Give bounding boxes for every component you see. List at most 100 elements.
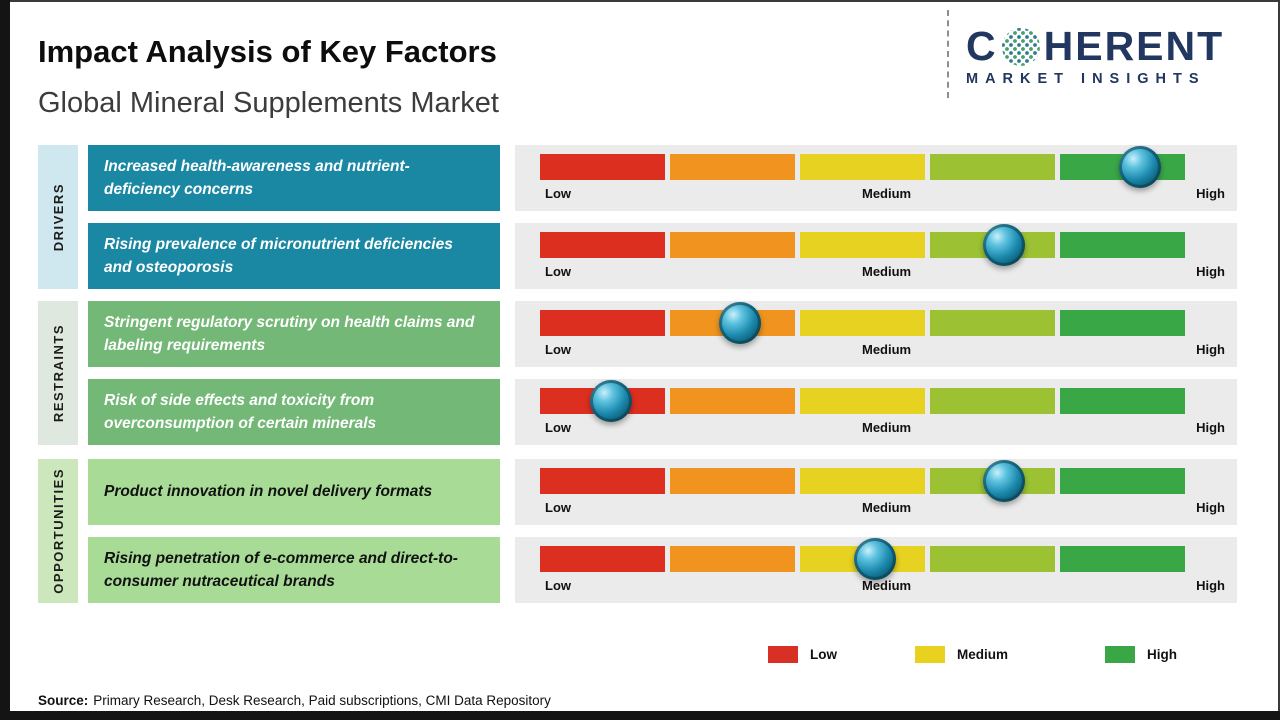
source-text: Primary Research, Desk Research, Paid su… (93, 693, 551, 708)
scale-label-low: Low (545, 420, 571, 435)
scale-segment-mid (800, 154, 925, 180)
scale-label-high: High (1196, 342, 1225, 357)
scale-label-high: High (1196, 186, 1225, 201)
impact-scale: Low Medium High (515, 379, 1237, 445)
factor-box: Rising penetration of e-commerce and dir… (88, 537, 500, 603)
impact-marker (854, 538, 897, 580)
impact-scale: Low Medium High (515, 223, 1237, 289)
page-title: Impact Analysis of Key Factors (38, 34, 497, 69)
scale-segment-low-mid (670, 388, 795, 414)
impact-marker (589, 380, 632, 422)
logo-divider (947, 10, 949, 98)
scale-segment-mid-high (930, 388, 1055, 414)
scale-label-medium: Medium (862, 500, 912, 515)
brand-logo: C HERENT MARKET INSIGHTS (966, 26, 1262, 88)
legend-item-low: Low (768, 646, 837, 663)
legend-swatch-high (1105, 646, 1135, 663)
factor-box: Increased health-awareness and nutrient-… (88, 145, 500, 211)
scale-segment-mid-high (930, 154, 1055, 180)
brand-name: C HERENT (966, 26, 1262, 67)
scale-segment-mid-high (930, 310, 1055, 336)
brand-name-suffix: HERENT (1043, 23, 1225, 69)
scale-segment-high (1060, 546, 1185, 572)
category-label: RESTRAINTS (50, 323, 66, 423)
impact-gradient-bar (540, 388, 1185, 414)
scale-segment-low-mid (670, 232, 795, 258)
impact-gradient-bar (540, 154, 1185, 180)
brand-name-prefix: C (966, 23, 998, 69)
scale-segment-low (540, 468, 665, 494)
scale-label-medium: Medium (862, 578, 912, 593)
globe-dots-icon (1001, 27, 1040, 66)
page-border-top (0, 0, 1280, 2)
page-border-right (1278, 0, 1280, 720)
impact-marker (983, 224, 1026, 266)
scale-label-low: Low (545, 264, 571, 279)
impact-scale: Low Medium High (515, 537, 1237, 603)
impact-scale: Low Medium High (515, 459, 1237, 525)
source-label: Source: (38, 693, 89, 708)
impact-marker (1118, 146, 1161, 188)
scale-segment-high (1060, 310, 1185, 336)
legend-label: High (1147, 647, 1177, 662)
impact-gradient-bar (540, 232, 1185, 258)
scale-segment-mid-high (930, 546, 1055, 572)
factor-label: Rising prevalence of micronutrient defic… (104, 235, 453, 276)
scale-label-high: High (1196, 500, 1225, 515)
impact-marker (983, 460, 1026, 502)
scale-segment-low-mid (670, 546, 795, 572)
factor-box: Product innovation in novel delivery for… (88, 459, 500, 525)
scale-segment-high (1060, 232, 1185, 258)
scale-label-high: High (1196, 420, 1225, 435)
scale-label-low: Low (545, 186, 571, 201)
legend-label: Medium (957, 647, 1009, 662)
impact-scale: Low Medium High (515, 301, 1237, 367)
source-note: Source: Primary Research, Desk Research, … (38, 693, 551, 708)
scale-segment-low-mid (670, 468, 795, 494)
category-label: DRIVERS (50, 182, 66, 252)
page-subtitle: Global Mineral Supplements Market (38, 87, 499, 119)
scale-segment-low (540, 154, 665, 180)
impact-scale: Low Medium High (515, 145, 1237, 211)
scale-label-low: Low (545, 578, 571, 593)
factor-label: Risk of side effects and toxicity from o… (104, 391, 377, 432)
legend: Low Medium High (0, 646, 1280, 670)
impact-gradient-bar (540, 468, 1185, 494)
scale-label-medium: Medium (862, 264, 912, 279)
factor-label: Rising penetration of e-commerce and dir… (104, 549, 458, 590)
factor-label: Increased health-awareness and nutrient-… (104, 157, 410, 198)
brand-tagline: MARKET INSIGHTS (966, 71, 1206, 87)
scale-label-low: Low (545, 500, 571, 515)
scale-segment-low (540, 546, 665, 572)
category-strip-drivers: DRIVERS (38, 145, 78, 289)
factor-box: Risk of side effects and toxicity from o… (88, 379, 500, 445)
scale-segment-low (540, 310, 665, 336)
page-border-bottom (0, 711, 1280, 720)
legend-swatch-medium (915, 646, 945, 663)
factor-box: Rising prevalence of micronutrient defic… (88, 223, 500, 289)
category-strip-opportunities: OPPORTUNITIES (38, 459, 78, 603)
scale-segment-low-mid (670, 154, 795, 180)
legend-label: Low (810, 647, 837, 662)
impact-marker (718, 302, 761, 344)
scale-label-medium: Medium (862, 342, 912, 357)
impact-gradient-bar (540, 310, 1185, 336)
scale-segment-low (540, 232, 665, 258)
scale-label-low: Low (545, 342, 571, 357)
scale-segment-mid (800, 310, 925, 336)
page-border-left (0, 0, 10, 720)
scale-segment-high (1060, 468, 1185, 494)
legend-swatch-low (768, 646, 798, 663)
factor-label: Product innovation in novel delivery for… (104, 483, 433, 501)
scale-segment-mid (800, 388, 925, 414)
factor-label: Stringent regulatory scrutiny on health … (104, 313, 475, 354)
category-label: OPPORTUNITIES (50, 468, 66, 594)
scale-label-medium: Medium (862, 420, 912, 435)
legend-item-high: High (1105, 646, 1177, 663)
legend-item-medium: Medium (915, 646, 1008, 663)
scale-segment-mid (800, 468, 925, 494)
scale-segment-high (1060, 388, 1185, 414)
scale-segment-mid (800, 232, 925, 258)
scale-label-high: High (1196, 578, 1225, 593)
